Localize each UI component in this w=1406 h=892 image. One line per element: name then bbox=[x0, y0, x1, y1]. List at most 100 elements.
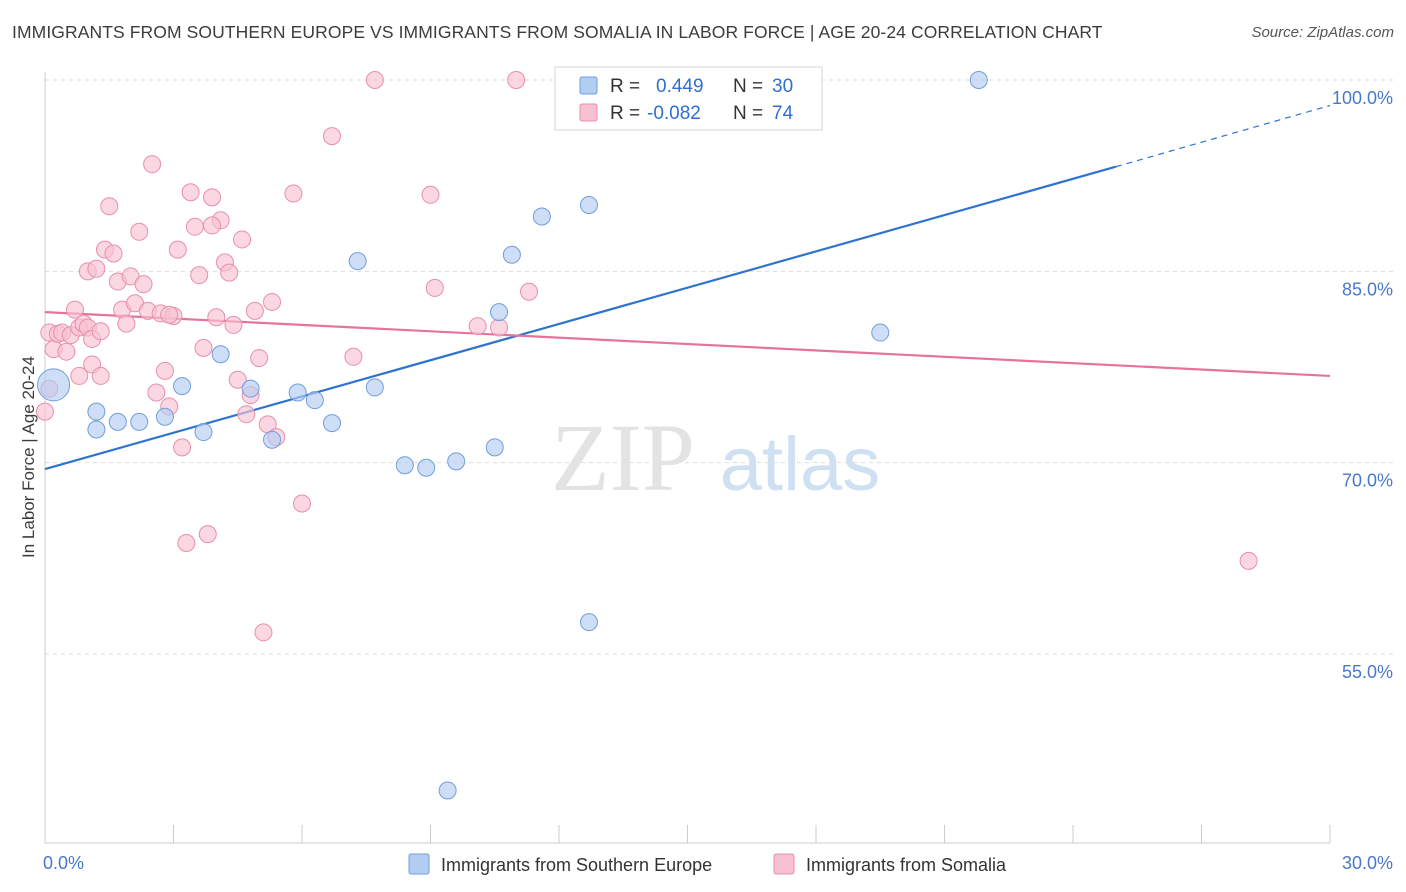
point-southern-europe-6 bbox=[173, 377, 192, 396]
point-somalia-31 bbox=[147, 383, 166, 402]
y-tick-label-70: 70.0% bbox=[1342, 471, 1393, 491]
point-somalia-20 bbox=[100, 197, 119, 216]
point-somalia-49 bbox=[224, 315, 243, 334]
point-somalia-37 bbox=[173, 438, 192, 457]
point-somalia-61 bbox=[293, 494, 311, 513]
point-southern-europe-3 bbox=[108, 412, 127, 431]
x-tick-label-30: 30.0% bbox=[1342, 853, 1393, 873]
point-somalia-69 bbox=[507, 71, 526, 89]
point-somalia-21 bbox=[104, 244, 123, 263]
point-somalia-39 bbox=[181, 183, 200, 202]
point-somalia-48 bbox=[220, 263, 239, 282]
y-tick-label-85: 85.0% bbox=[1342, 279, 1393, 299]
point-southern-europe-15 bbox=[365, 378, 384, 397]
stats-legend-swatch-pink bbox=[579, 103, 598, 122]
point-southern-europe-10 bbox=[263, 430, 282, 449]
point-somalia-52 bbox=[237, 405, 256, 424]
point-southern-europe-2 bbox=[87, 402, 106, 421]
point-somalia-28 bbox=[134, 275, 153, 294]
axes bbox=[44, 72, 1331, 844]
stats-n-value-pink: 74 bbox=[772, 103, 794, 124]
point-somalia-67 bbox=[468, 317, 487, 336]
chart-title: IMMIGRANTS FROM SOUTHERN EUROPE VS IMMIG… bbox=[12, 22, 1103, 42]
point-southern-europe-20 bbox=[490, 303, 509, 322]
stats-n-label-blue: N = bbox=[733, 76, 763, 97]
point-somalia-30 bbox=[143, 155, 162, 174]
point-somalia-27 bbox=[130, 222, 149, 241]
point-southern-europe-4 bbox=[130, 412, 149, 431]
series-legend: Immigrants from Southern Europe Immigran… bbox=[408, 853, 1007, 875]
legend-label-southern-europe: Immigrants from Southern Europe bbox=[441, 855, 712, 875]
point-somalia-8 bbox=[65, 300, 84, 319]
point-southern-europe-0 bbox=[37, 368, 71, 402]
point-southern-europe-5 bbox=[155, 407, 174, 426]
point-somalia-63 bbox=[344, 347, 363, 366]
point-southern-europe-23 bbox=[579, 196, 598, 215]
point-somalia-42 bbox=[194, 338, 213, 357]
point-southern-europe-18 bbox=[447, 452, 466, 471]
point-somalia-17 bbox=[91, 366, 110, 385]
point-somalia-65 bbox=[421, 185, 440, 204]
legend-swatch-southern-europe bbox=[408, 853, 430, 875]
point-somalia-55 bbox=[250, 349, 269, 368]
point-southern-europe-21 bbox=[502, 245, 521, 264]
point-somalia-64 bbox=[365, 71, 384, 89]
x-tick-label-0: 0.0% bbox=[43, 853, 84, 873]
watermark-atlas: atlas bbox=[720, 422, 881, 507]
point-southern-europe-19 bbox=[485, 438, 504, 457]
trend-lines bbox=[44, 104, 1331, 471]
point-somalia-60 bbox=[284, 184, 303, 203]
point-somalia-43 bbox=[198, 525, 217, 544]
point-southern-europe-11 bbox=[288, 383, 307, 402]
data-points bbox=[36, 68, 1258, 800]
point-somalia-45 bbox=[207, 308, 226, 327]
point-southern-europe-8 bbox=[211, 345, 230, 364]
point-somalia-18 bbox=[91, 322, 110, 341]
stats-legend-box bbox=[554, 66, 823, 131]
stats-r-value-pink: -0.082 bbox=[647, 103, 701, 124]
point-somalia-16 bbox=[87, 259, 106, 278]
point-somalia-51 bbox=[233, 230, 252, 249]
point-somalia-71 bbox=[1239, 551, 1258, 570]
point-somalia-6 bbox=[57, 342, 76, 361]
point-somalia-66 bbox=[425, 278, 444, 297]
point-somalia-38 bbox=[177, 534, 196, 553]
tick-labels: 55.0% 70.0% 85.0% 100.0% 0.0% 30.0% bbox=[43, 88, 1393, 873]
legend-swatch-somalia bbox=[773, 853, 795, 875]
watermark-zip: ZIP bbox=[551, 404, 695, 511]
stats-legend: R = 0.449 N = 30 R = -0.082 N = 74 bbox=[554, 66, 823, 131]
y-axis-label: In Labor Force | Age 20-24 bbox=[19, 356, 38, 558]
point-somalia-68 bbox=[490, 318, 509, 337]
stats-legend-swatch-blue bbox=[579, 76, 598, 95]
y-tick-label-100: 100.0% bbox=[1332, 88, 1393, 108]
stats-r-value-blue: 0.449 bbox=[656, 76, 704, 97]
y-tick-label-55: 55.0% bbox=[1342, 662, 1393, 682]
point-somalia-33 bbox=[155, 361, 174, 380]
point-southern-europe-24 bbox=[579, 613, 598, 632]
point-southern-europe-29 bbox=[438, 781, 457, 800]
point-somalia-24 bbox=[117, 314, 136, 333]
point-somalia-41 bbox=[190, 266, 209, 285]
stats-n-label-pink: N = bbox=[733, 103, 763, 124]
watermark: ZIP atlas bbox=[551, 404, 880, 511]
point-somalia-72 bbox=[203, 216, 222, 235]
point-somalia-54 bbox=[245, 301, 264, 320]
stats-r-label-pink: R = bbox=[610, 103, 640, 124]
point-somalia-0 bbox=[36, 402, 54, 421]
point-southern-europe-1 bbox=[87, 420, 106, 439]
point-somalia-44 bbox=[203, 188, 222, 207]
point-southern-europe-14 bbox=[348, 252, 367, 271]
point-somalia-50 bbox=[228, 370, 247, 389]
gridlines bbox=[45, 79, 1395, 655]
stats-n-value-blue: 30 bbox=[772, 76, 793, 97]
point-southern-europe-16 bbox=[395, 456, 414, 475]
point-somalia-73 bbox=[160, 305, 179, 324]
point-southern-europe-12 bbox=[305, 391, 324, 410]
point-southern-europe-22 bbox=[532, 207, 551, 226]
point-southern-europe-28 bbox=[969, 71, 988, 89]
point-southern-europe-27 bbox=[871, 323, 890, 342]
trend-line-southern-europe-extension bbox=[1115, 104, 1331, 168]
point-somalia-58 bbox=[263, 292, 282, 311]
point-southern-europe-7 bbox=[194, 423, 213, 442]
